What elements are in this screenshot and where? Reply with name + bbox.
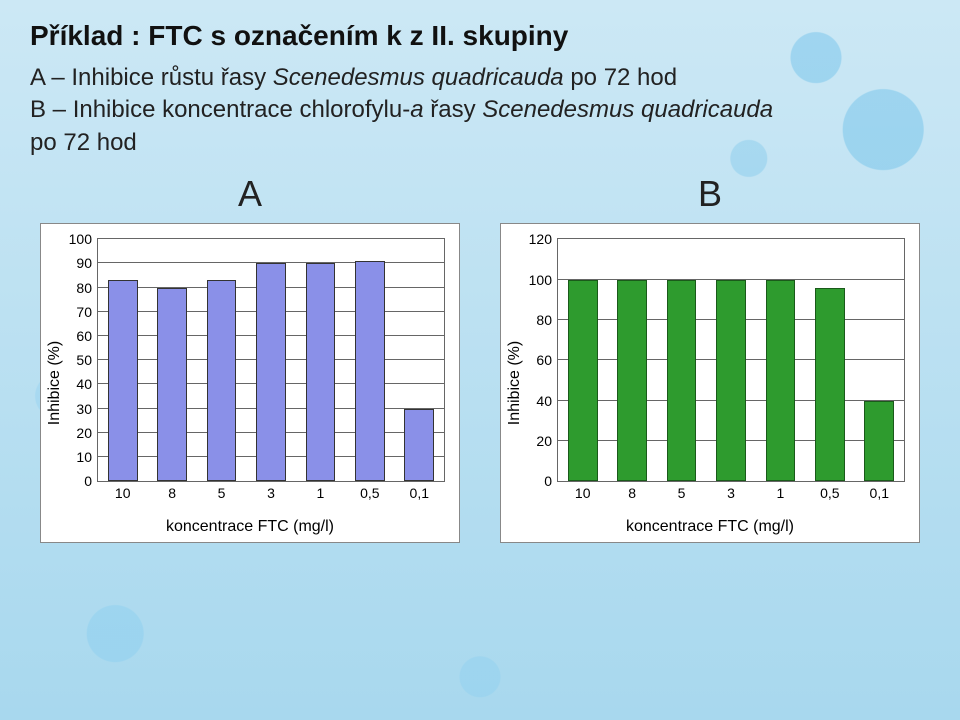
desc-line1-suffix: po 72 hod — [564, 64, 677, 91]
chart-b-plot: 0204060801001201085310,50,1 — [557, 238, 905, 482]
chart-b-xlabel: koncentrace FTC (mg/l) — [501, 518, 919, 536]
bar — [355, 261, 385, 481]
x-tick-label: 8 — [628, 481, 636, 501]
bar — [766, 280, 796, 482]
y-tick-label: 80 — [536, 312, 558, 328]
y-tick-label: 100 — [529, 272, 558, 288]
x-tick-label: 0,5 — [820, 481, 839, 501]
desc-line1-species: Scenedesmus quadricauda — [273, 64, 564, 91]
x-tick-label: 1 — [777, 481, 785, 501]
y-tick-label: 90 — [76, 255, 98, 271]
x-tick-label: 5 — [218, 481, 226, 501]
x-tick-label: 1 — [317, 481, 325, 501]
description: A – Inhibice růstu řasy Scenedesmus quad… — [30, 62, 930, 159]
chart-a-label: A — [238, 173, 262, 215]
bar — [667, 280, 697, 482]
bar — [157, 288, 187, 482]
chart-b-ylabel: Inhibice (%) — [506, 341, 524, 425]
desc-line2-species: Scenedesmus quadricauda — [482, 96, 773, 123]
y-tick-label: 60 — [536, 352, 558, 368]
chart-b-box: Inhibice (%) 0204060801001201085310,50,1… — [500, 223, 920, 543]
chart-a-plot: 01020304050607080901001085310,50,1 — [97, 238, 445, 482]
slide-title: Příklad : FTC s označením k z II. skupin… — [30, 20, 930, 52]
desc-line2-mid: řasy — [424, 96, 483, 123]
desc-line3: po 72 hod — [30, 129, 137, 156]
chart-a-wrap: A Inhibice (%) 0102030405060708090100108… — [30, 173, 470, 543]
chart-b-label: B — [698, 173, 722, 215]
x-tick-label: 5 — [678, 481, 686, 501]
grid-line — [98, 238, 444, 239]
y-tick-label: 40 — [536, 393, 558, 409]
x-tick-label: 0,1 — [410, 481, 429, 501]
bar — [864, 401, 894, 482]
y-tick-label: 120 — [529, 231, 558, 247]
chart-a-ylabel: Inhibice (%) — [46, 341, 64, 425]
y-tick-label: 100 — [69, 231, 98, 247]
y-tick-label: 70 — [76, 304, 98, 320]
chart-a-box: Inhibice (%) 010203040506070809010010853… — [40, 223, 460, 543]
bar — [568, 280, 598, 482]
bar — [207, 280, 237, 481]
desc-line1-prefix: A – Inhibice růstu řasy — [30, 64, 273, 91]
grid-line — [558, 238, 904, 239]
y-tick-label: 0 — [544, 473, 558, 489]
y-tick-label: 20 — [536, 433, 558, 449]
chart-b-wrap: B Inhibice (%) 0204060801001201085310,50… — [490, 173, 930, 543]
chart-row: A Inhibice (%) 0102030405060708090100108… — [30, 173, 930, 543]
chart-a-xlabel: koncentrace FTC (mg/l) — [41, 518, 459, 536]
desc-line2-italic-a: a — [410, 96, 423, 123]
y-tick-label: 40 — [76, 376, 98, 392]
x-tick-label: 8 — [168, 481, 176, 501]
bar — [617, 280, 647, 482]
x-tick-label: 10 — [115, 481, 131, 501]
y-tick-label: 50 — [76, 352, 98, 368]
y-tick-label: 0 — [84, 473, 98, 489]
y-tick-label: 20 — [76, 425, 98, 441]
bar — [306, 263, 336, 481]
bar — [815, 288, 845, 482]
y-tick-label: 60 — [76, 328, 98, 344]
y-tick-label: 80 — [76, 280, 98, 296]
bar — [716, 280, 746, 482]
bar — [256, 263, 286, 481]
slide: Příklad : FTC s označením k z II. skupin… — [0, 0, 960, 720]
x-tick-label: 0,1 — [870, 481, 889, 501]
x-tick-label: 10 — [575, 481, 591, 501]
bar — [108, 280, 138, 481]
y-tick-label: 10 — [76, 449, 98, 465]
desc-line2-prefix: B – Inhibice koncentrace chlorofylu- — [30, 96, 410, 123]
x-tick-label: 0,5 — [360, 481, 379, 501]
x-tick-label: 3 — [727, 481, 735, 501]
y-tick-label: 30 — [76, 401, 98, 417]
bar — [404, 409, 434, 482]
x-tick-label: 3 — [267, 481, 275, 501]
